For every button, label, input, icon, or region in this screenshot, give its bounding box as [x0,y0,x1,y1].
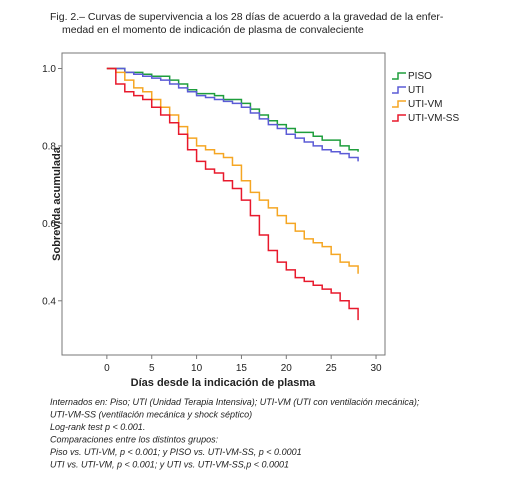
legend-swatch [392,72,406,80]
footnote: UTI-VM-SS (ventilación mecánica y shock … [50,410,252,420]
x-tick-label: 25 [326,363,338,374]
x-tick-label: 0 [104,363,110,374]
y-tick-label: 0.4 [42,296,56,307]
x-tick-label: 20 [281,363,293,374]
footnote: Comparaciones entre los distintos grupos… [50,435,219,445]
survival-curve [106,67,359,152]
y-tick-label: 1.0 [42,64,56,75]
legend-label: PISO [408,71,432,82]
legend-swatch [392,86,406,94]
survival-curve [106,67,359,274]
legend-swatch [392,100,406,108]
x-tick-label: 15 [236,363,248,374]
y-tick-label: 0.8 [42,141,56,152]
survival-curve [106,67,359,321]
x-tick-label: 30 [370,363,382,374]
legend-label: UTI-VM-SS [408,113,459,124]
x-tick-label: 10 [191,363,203,374]
chart-title: Fig. 2.– Curvas de supervivencia a los 2… [50,11,444,23]
y-tick-label: 0.6 [42,219,56,230]
legend-swatch [392,114,406,122]
x-tick-label: 5 [149,363,155,374]
footnote: Log-rank test p < 0.001. [50,422,145,432]
legend-label: UTI-VM [408,99,442,110]
legend-label: UTI [408,85,424,96]
plot-frame [61,52,386,356]
chart-title: medad en el momento de indicación de pla… [62,24,364,36]
y-axis-label: Sobrevida acumulada [51,146,63,261]
x-axis-label: Días desde la indicación de plasma [131,377,317,389]
footnote: Internados en: Piso; UTI (Unidad Terapia… [50,397,420,407]
footnote: Piso vs. UTI-VM, p < 0.001; y PISO vs. U… [50,447,302,457]
survival-curve [106,67,359,162]
footnote: UTI vs. UTI-VM, p < 0.001; y UTI vs. UTI… [50,460,289,470]
